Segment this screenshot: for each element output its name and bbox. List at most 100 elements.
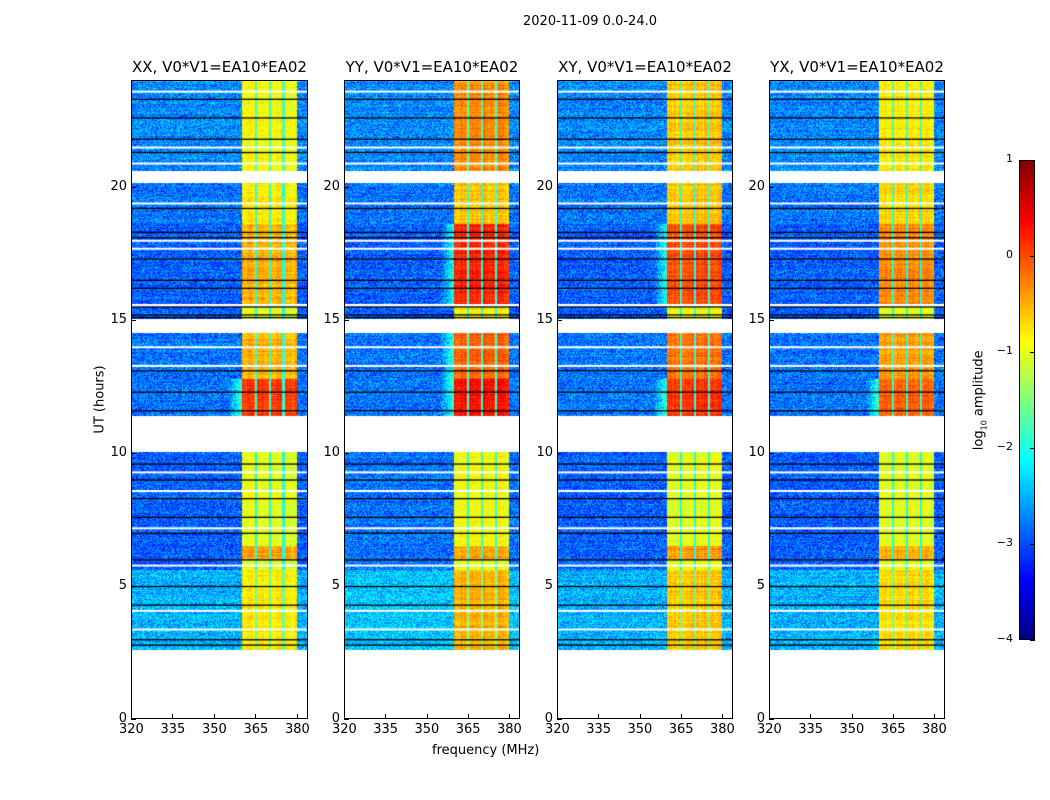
spectrogram-image <box>131 80 308 719</box>
y-tick <box>131 186 136 188</box>
y-tick-label: 0 <box>756 711 765 726</box>
y-tick <box>131 719 136 720</box>
y-tick-label: 0 <box>118 711 127 726</box>
x-axis-label: frequency (MHz) <box>432 743 540 758</box>
x-tick-label: 320 <box>332 722 357 737</box>
x-tick-label: 365 <box>455 722 481 737</box>
x-tick <box>810 714 812 719</box>
x-tick <box>131 714 132 719</box>
y-tick-label: 0 <box>331 711 340 726</box>
x-tick <box>769 714 770 719</box>
x-tick-label: 335 <box>586 722 612 737</box>
panel-yy: YY, V0*V1=EA10*EA02 320 335 350 365 380 0 5 10 15… <box>323 58 521 737</box>
x-tick-label: 350 <box>414 722 440 737</box>
x-tick <box>557 714 558 719</box>
x-tick-label: 380 <box>710 722 735 737</box>
y-tick <box>557 186 562 188</box>
x-tick-label: 365 <box>880 722 906 737</box>
y-tick <box>344 319 349 321</box>
x-tick <box>722 714 723 719</box>
x-tick <box>892 714 894 719</box>
y-tick <box>131 585 136 587</box>
x-tick-label: 365 <box>243 722 269 737</box>
y-tick <box>131 319 136 321</box>
figure-title: 2020-11-09 0.0-24.0 <box>523 14 657 29</box>
x-tick <box>934 714 935 719</box>
colorbar-tick <box>1030 352 1035 353</box>
y-tick <box>769 186 774 188</box>
colorbar-tick-label: 1 <box>1006 152 1013 165</box>
x-tick-label: 365 <box>668 722 694 737</box>
y-tick <box>557 585 562 587</box>
x-tick <box>213 714 215 719</box>
y-tick-label: 15 <box>536 311 553 327</box>
panel-xx: XX, V0*V1=EA10*EA02 320 335 350 365 380 0 5 10 15… <box>110 58 309 737</box>
y-tick-label: 20 <box>748 178 765 194</box>
x-tick <box>172 714 174 719</box>
y-tick <box>344 719 349 720</box>
panel-yx: YX, V0*V1=EA10*EA02 320 335 350 365 380 0 5 10 15… <box>748 58 946 737</box>
colorbar-tick <box>1030 544 1035 545</box>
colorbar <box>1019 160 1035 640</box>
x-tick <box>639 714 641 719</box>
x-tick-label: 350 <box>201 722 227 737</box>
colorbar-tick <box>1030 256 1035 257</box>
x-tick-label: 380 <box>922 722 947 737</box>
colorbar-tick-label: −3 <box>996 536 1013 549</box>
y-tick-label: 20 <box>110 178 127 194</box>
x-tick <box>851 714 853 719</box>
x-tick-label: 350 <box>839 722 865 737</box>
y-tick-label: 5 <box>118 577 127 593</box>
y-tick-label: 20 <box>536 178 553 194</box>
x-tick-label: 335 <box>160 722 186 737</box>
x-tick-label: 320 <box>757 722 782 737</box>
colorbar-tick-label: −4 <box>996 632 1013 645</box>
y-axis-label: UT (hours) <box>92 365 108 434</box>
y-tick-label: 0 <box>544 711 553 726</box>
y-tick <box>769 319 774 321</box>
y-tick-label: 20 <box>323 178 340 194</box>
x-tick-label: 380 <box>284 722 310 737</box>
x-tick <box>296 714 298 719</box>
x-tick <box>385 714 387 719</box>
y-tick <box>557 719 562 720</box>
x-tick-label: 380 <box>497 722 522 737</box>
y-tick-label: 10 <box>536 444 553 460</box>
colorbar-tick <box>1030 160 1035 161</box>
x-tick <box>598 714 600 719</box>
colorbar-tick-label: 0 <box>1006 248 1013 261</box>
y-tick-label: 10 <box>110 444 127 460</box>
y-tick-label: 10 <box>748 444 765 460</box>
y-tick-label: 5 <box>544 577 553 593</box>
x-tick <box>467 714 469 719</box>
x-tick-label: 335 <box>798 722 824 737</box>
x-tick <box>509 714 510 719</box>
y-tick <box>344 585 349 587</box>
y-tick <box>769 452 774 454</box>
x-tick <box>255 714 257 719</box>
x-tick <box>426 714 428 719</box>
y-tick-label: 10 <box>323 444 340 460</box>
x-tick-label: 320 <box>545 722 570 737</box>
y-tick-label: 5 <box>756 577 765 593</box>
y-tick <box>769 585 774 587</box>
colorbar-tick <box>1030 448 1035 449</box>
y-tick-label: 15 <box>748 311 765 327</box>
y-tick-label: 15 <box>323 311 340 327</box>
panel-title: XY, V0*V1=EA10*EA02 <box>558 58 732 76</box>
y-tick-label: 5 <box>331 577 340 593</box>
x-tick <box>344 714 345 719</box>
x-tick-label: 335 <box>373 722 399 737</box>
x-tick-label: 320 <box>119 722 144 737</box>
y-tick <box>557 452 562 454</box>
spectrogram-image <box>769 80 945 719</box>
colorbar-tick-label: −2 <box>996 440 1013 453</box>
x-tick-label: 350 <box>627 722 653 737</box>
spectrogram-image <box>557 80 733 719</box>
panel-title: YX, V0*V1=EA10*EA02 <box>770 58 944 76</box>
y-tick <box>131 452 136 454</box>
spectrogram-image <box>344 80 520 719</box>
y-tick <box>344 186 349 188</box>
x-tick <box>680 714 682 719</box>
